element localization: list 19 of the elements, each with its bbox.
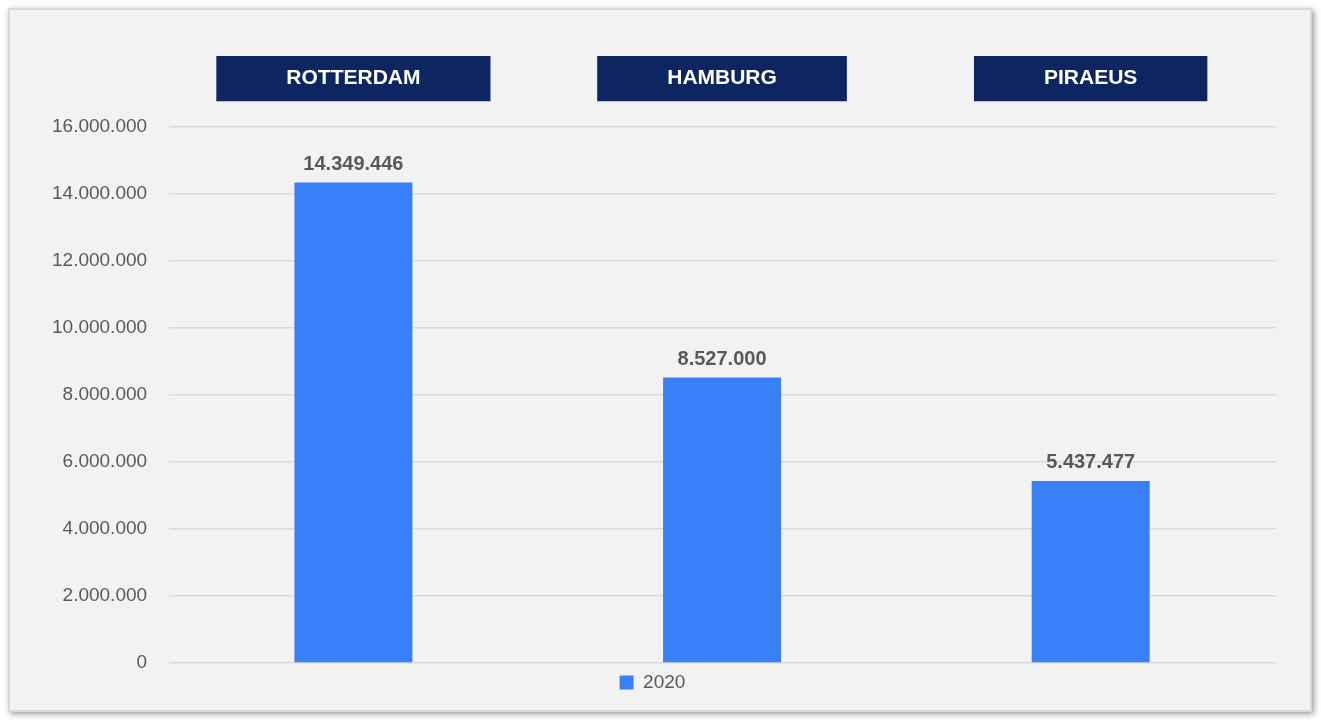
- data-label: 8.527.000: [677, 346, 767, 369]
- bar: [294, 182, 413, 663]
- y-tick-label: 4.000.000: [62, 517, 148, 539]
- bar: [663, 377, 782, 663]
- y-tick-label: 16.000.000: [52, 115, 148, 137]
- legend-label: 2020: [643, 670, 686, 692]
- y-tick-label: 0: [136, 651, 148, 673]
- y-tick-label: 2.000.000: [62, 584, 148, 606]
- y-tick-label: 10.000.000: [52, 316, 148, 338]
- y-tick-label: 6.000.000: [62, 450, 148, 472]
- data-label: 14.349.446: [303, 151, 404, 174]
- x-tick-label: HAMBURG: [667, 65, 777, 89]
- y-tick-label: 12.000.000: [52, 249, 148, 271]
- x-tick-label: PIRAEUS: [1044, 65, 1138, 89]
- x-tick-label: ROTTERDAM: [286, 65, 421, 89]
- bar: [1031, 480, 1150, 663]
- y-tick-label: 8.000.000: [62, 383, 148, 405]
- data-label: 5.437.477: [1046, 450, 1136, 473]
- y-tick-label: 14.000.000: [52, 182, 148, 204]
